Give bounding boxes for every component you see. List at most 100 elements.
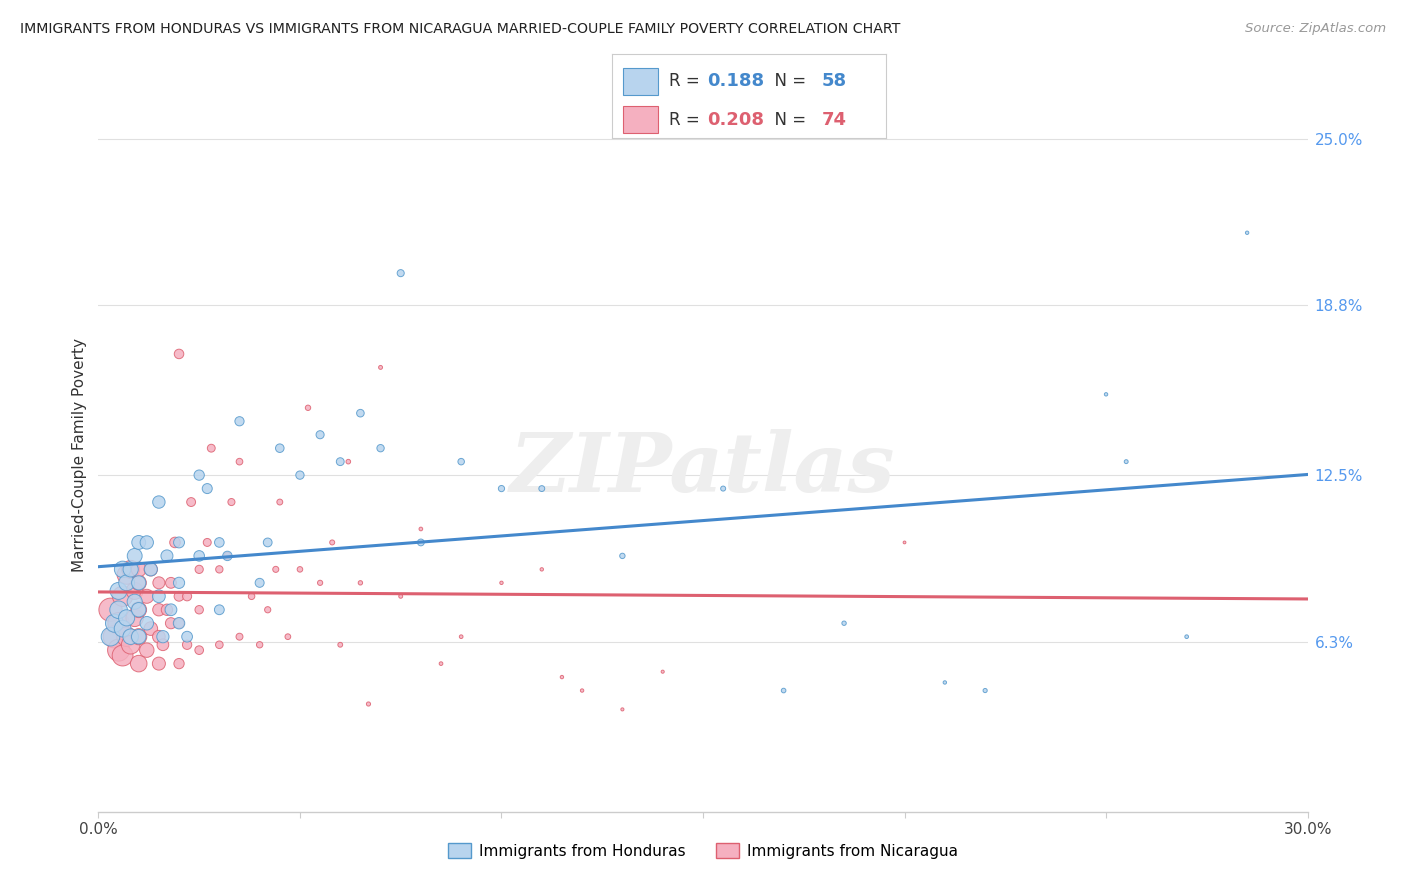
Point (115, 567, 138, 582)
Point (309, 575, 332, 590)
Point (288, 562, 311, 576)
Point (349, 406, 371, 420)
Point (111, 589, 134, 603)
Point (711, 482, 734, 496)
Point (1236, 226, 1258, 240)
Point (974, 683, 997, 698)
Point (160, 575, 183, 590)
Text: IMMIGRANTS FROM HONDURAS VS IMMIGRANTS FROM NICARAGUA MARRIED-COUPLE FAMILY POVE: IMMIGRANTS FROM HONDURAS VS IMMIGRANTS F… (20, 22, 900, 37)
Text: R =: R = (669, 111, 706, 128)
Text: 0.188: 0.188 (707, 72, 765, 90)
Point (148, 589, 170, 603)
Point (370, 441, 392, 455)
Point (176, 630, 198, 644)
Point (128, 575, 150, 590)
Point (167, 657, 190, 671)
Point (128, 562, 150, 576)
Point (100, 630, 122, 644)
Point (160, 603, 183, 617)
Point (139, 622, 162, 636)
Point (1175, 630, 1198, 644)
Point (389, 266, 412, 280)
Point (120, 630, 142, 644)
Point (249, 575, 271, 590)
Point (228, 414, 250, 428)
Point (167, 616, 190, 631)
Point (195, 482, 218, 496)
Point (120, 562, 142, 576)
Point (167, 616, 190, 631)
Point (115, 611, 138, 625)
Point (893, 535, 915, 549)
Point (450, 455, 472, 469)
Point (530, 562, 553, 576)
Legend: Immigrants from Honduras, Immigrants from Nicaragua: Immigrants from Honduras, Immigrants fro… (443, 837, 963, 864)
Point (167, 535, 190, 549)
Text: 0.208: 0.208 (707, 111, 765, 128)
Point (337, 455, 360, 469)
Point (357, 697, 380, 711)
Point (188, 643, 211, 657)
Point (832, 616, 855, 631)
Point (1095, 387, 1118, 401)
Point (148, 495, 170, 509)
Point (208, 638, 231, 652)
Point (188, 549, 211, 563)
Point (128, 575, 150, 590)
Point (329, 638, 352, 652)
Point (188, 468, 211, 483)
Point (491, 482, 513, 496)
Bar (623, 68, 658, 95)
Point (221, 495, 243, 509)
Text: N =: N = (763, 72, 811, 90)
Point (491, 575, 513, 590)
Point (651, 665, 673, 679)
Point (551, 670, 574, 684)
Point (430, 657, 453, 671)
Point (409, 535, 432, 549)
Point (128, 630, 150, 644)
Point (115, 630, 138, 644)
Point (176, 589, 198, 603)
Point (107, 583, 129, 598)
Point (135, 643, 157, 657)
Point (269, 495, 291, 509)
Point (256, 535, 278, 549)
Point (111, 562, 134, 576)
Point (128, 535, 150, 549)
Point (208, 562, 231, 576)
Point (135, 589, 157, 603)
Point (156, 603, 179, 617)
Point (148, 603, 170, 617)
Y-axis label: Married-Couple Family Poverty: Married-Couple Family Poverty (72, 338, 87, 572)
Point (208, 535, 231, 549)
Point (156, 549, 179, 563)
Point (120, 562, 142, 576)
Text: N =: N = (763, 111, 811, 128)
Point (135, 616, 157, 631)
Point (124, 549, 146, 563)
Point (329, 455, 352, 469)
Point (217, 549, 239, 563)
Point (349, 575, 371, 590)
Point (240, 589, 263, 603)
Point (103, 616, 125, 631)
Bar (623, 106, 658, 133)
Point (370, 360, 392, 375)
Text: R =: R = (669, 72, 706, 90)
Point (195, 535, 218, 549)
Point (115, 575, 138, 590)
Point (530, 482, 553, 496)
Point (124, 583, 146, 598)
Point (612, 702, 634, 716)
Point (100, 603, 122, 617)
Point (217, 549, 239, 563)
Point (180, 495, 202, 509)
Point (321, 535, 343, 549)
Point (167, 347, 190, 361)
Point (249, 638, 271, 652)
Point (163, 535, 186, 549)
Point (277, 630, 299, 644)
Point (208, 603, 231, 617)
Point (111, 648, 134, 663)
